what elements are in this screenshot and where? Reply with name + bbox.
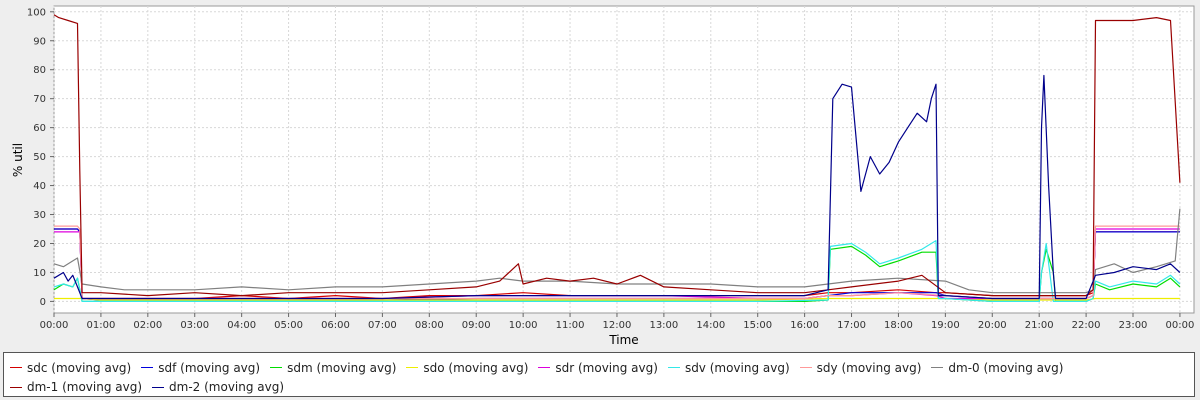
line-chart: 0 10 20 30 40 50 60 70 80 90 100 00:00 01:00 02:00 03… xyxy=(11,5,1195,347)
legend: sdc (moving avg) sdf (moving avg) sdm (mov… xyxy=(3,352,1195,397)
legend-swatch xyxy=(152,386,165,388)
legend-swatch xyxy=(406,367,419,368)
legend-item: sdo (moving avg) xyxy=(406,359,528,377)
x-tick-label: 14:00 xyxy=(696,320,725,331)
y-tick-label: 100 xyxy=(27,7,46,18)
x-tick-label: 05:00 xyxy=(274,320,303,331)
legend-item: sdm (moving avg) xyxy=(270,359,396,377)
x-tick-label: 11:00 xyxy=(556,320,585,331)
y-axis-title: % util xyxy=(11,143,25,177)
x-tick-label: 16:00 xyxy=(790,320,819,331)
x-tick-label: 15:00 xyxy=(743,320,772,331)
legend-swatch xyxy=(667,367,680,368)
y-tick-label: 90 xyxy=(33,36,46,47)
x-tick-label: 10:00 xyxy=(509,320,538,331)
x-tick-label: 07:00 xyxy=(368,320,397,331)
x-tick-label: 18:00 xyxy=(884,320,913,331)
x-axis-title: Time xyxy=(608,333,638,347)
legend-label: sdm (moving avg) xyxy=(287,360,397,375)
legend-label: sdy (moving avg) xyxy=(816,360,922,375)
x-tick-label: 17:00 xyxy=(837,320,866,331)
x-tick-label: 00:00 xyxy=(1166,320,1195,331)
legend-swatch xyxy=(270,367,283,368)
gridlines xyxy=(53,6,1194,313)
x-tick-label: 09:00 xyxy=(462,320,491,331)
y-tick-label: 20 xyxy=(33,239,46,250)
x-tick-label: 00:00 xyxy=(40,320,69,331)
y-tick-label: 10 xyxy=(33,268,46,279)
legend-label: sdv (moving avg) xyxy=(684,360,790,375)
y-tick-label: 60 xyxy=(33,123,46,134)
legend-item: sdr (moving avg) xyxy=(538,359,658,377)
legend-label: sdf (moving avg) xyxy=(158,360,261,375)
x-tick-label: 03:00 xyxy=(180,320,209,331)
x-tick-label: 02:00 xyxy=(133,320,162,331)
legend-item: sdy (moving avg) xyxy=(799,359,922,377)
y-tick-label: 30 xyxy=(33,210,46,221)
x-tick-label: 06:00 xyxy=(321,320,350,331)
y-axis-ticks: 0 10 20 30 40 50 60 70 80 90 100 xyxy=(27,7,54,308)
plot-area xyxy=(53,5,1195,314)
legend-swatch xyxy=(931,367,944,368)
y-tick-label: 50 xyxy=(33,152,46,163)
y-tick-label: 40 xyxy=(33,181,46,192)
legend-item: dm-0 (moving avg) xyxy=(931,359,1063,377)
legend-item: dm-2 (moving avg) xyxy=(152,378,284,396)
legend-label: dm-0 (moving avg) xyxy=(948,360,1064,375)
series-line-5 xyxy=(53,240,1181,302)
legend-swatch xyxy=(799,367,812,368)
legend-swatch xyxy=(141,367,154,368)
legend-label: dm-2 (moving avg) xyxy=(169,380,285,394)
legend-label: sdr (moving avg) xyxy=(555,360,658,375)
x-tick-label: 23:00 xyxy=(1119,320,1148,331)
x-tick-label: 12:00 xyxy=(603,320,632,331)
x-tick-label: 20:00 xyxy=(978,320,1007,331)
y-tick-label: 0 xyxy=(40,297,46,308)
legend-label: sdc (moving avg) xyxy=(27,360,132,375)
x-tick-label: 21:00 xyxy=(1025,320,1054,331)
x-tick-label: 01:00 xyxy=(86,320,115,331)
x-tick-label: 22:00 xyxy=(1072,320,1101,331)
legend-swatch xyxy=(538,367,551,368)
x-tick-label: 08:00 xyxy=(415,320,444,331)
legend-label: dm-1 (moving avg) xyxy=(27,380,143,394)
series-line-9 xyxy=(53,74,1181,300)
y-tick-label: 80 xyxy=(33,65,46,76)
legend-item: sdc (moving avg) xyxy=(10,359,131,377)
legend-swatch xyxy=(10,386,22,388)
x-tick-label: 04:00 xyxy=(227,320,256,331)
legend-item: sdf (moving avg) xyxy=(141,359,260,377)
legend-item: dm-1 (moving avg) xyxy=(10,378,142,396)
x-tick-label: 13:00 xyxy=(649,320,678,331)
y-tick-label: 70 xyxy=(33,94,46,105)
series-lines xyxy=(53,14,1181,302)
legend-swatch xyxy=(10,367,22,368)
x-tick-label: 19:00 xyxy=(931,320,960,331)
legend-label: sdo (moving avg) xyxy=(423,360,529,375)
legend-item: sdv (moving avg) xyxy=(667,359,790,377)
x-axis-ticks: 00:00 01:00 02:00 03:00 04:00 05:00 06:00 07:00… xyxy=(40,313,1195,331)
